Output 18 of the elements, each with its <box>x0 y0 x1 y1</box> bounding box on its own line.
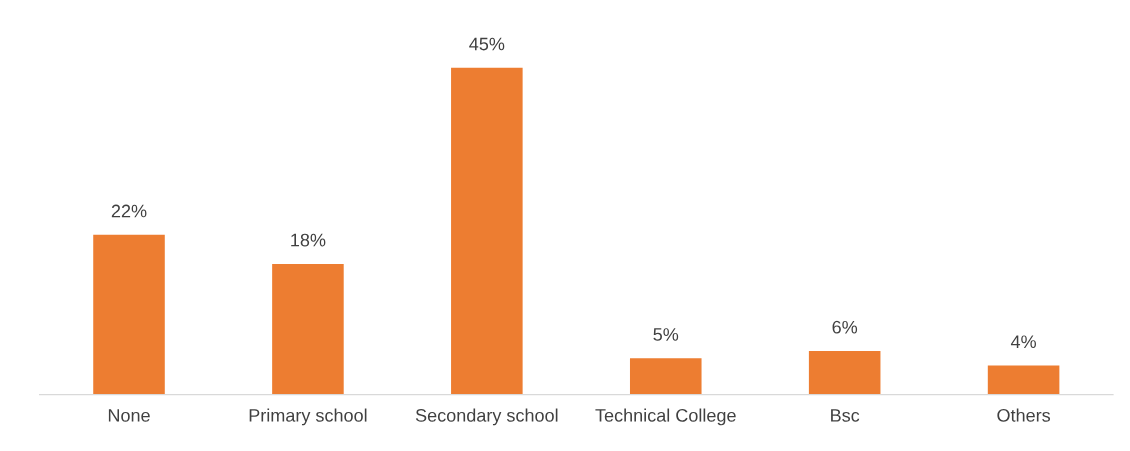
data-label: 18% <box>291 233 326 247</box>
data-label: 4% <box>1010 335 1036 349</box>
data-label: 5% <box>653 328 679 341</box>
x-tick-label: Others <box>997 408 1051 422</box>
x-tick-label: None <box>108 409 150 422</box>
x-tick-label: Technical College <box>595 408 736 426</box>
bar <box>272 263 344 395</box>
bar <box>629 358 702 395</box>
bar <box>808 351 881 395</box>
data-label: 6% <box>832 320 858 334</box>
data-label: 45% <box>469 37 505 51</box>
x-tick-label: Secondary school <box>415 408 558 426</box>
data-label: 22% <box>111 204 147 218</box>
x-tick-label: Bsc <box>831 409 860 422</box>
bar <box>451 67 523 395</box>
bar <box>987 365 1060 395</box>
x-tick-label: Primary school <box>249 408 367 426</box>
bar <box>93 234 165 395</box>
